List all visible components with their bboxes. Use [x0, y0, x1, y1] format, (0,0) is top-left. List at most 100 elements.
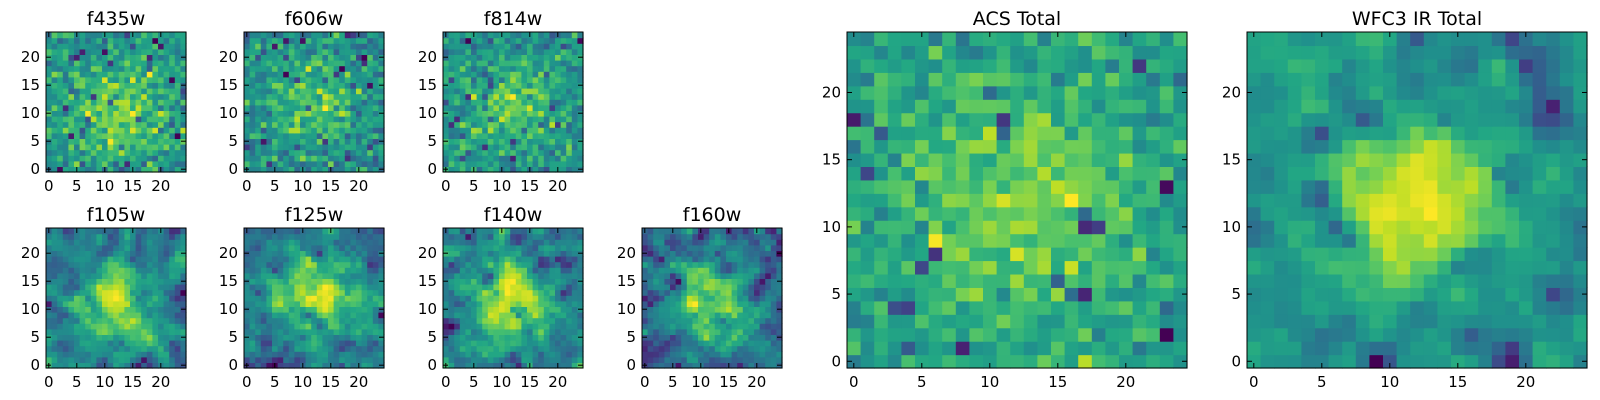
heatmap-cell — [305, 93, 312, 100]
heatmap-cell — [339, 272, 346, 279]
heatmap-cell — [344, 278, 351, 285]
heatmap-cell — [361, 99, 368, 106]
heatmap-cell — [367, 295, 374, 302]
heatmap-cell — [107, 121, 114, 128]
heatmap-cell — [107, 228, 114, 235]
heatmap-cell — [527, 121, 534, 128]
heatmap-cell — [74, 60, 81, 67]
heatmap-cell — [174, 37, 181, 44]
heatmap-cell — [305, 323, 312, 330]
heatmap-cell — [670, 289, 677, 296]
heatmap-cell — [107, 244, 114, 251]
heatmap-cell — [1119, 233, 1134, 248]
heatmap-cell — [1146, 260, 1161, 275]
heatmap-cell — [532, 345, 539, 352]
heatmap-cell — [670, 300, 677, 307]
heatmap-cell — [328, 88, 335, 95]
heatmap-cell — [765, 362, 772, 369]
heatmap-cell — [339, 60, 346, 67]
heatmap-cell — [714, 306, 721, 313]
heatmap-cell — [74, 54, 81, 61]
heatmap-cell — [748, 289, 755, 296]
heatmap-cell — [765, 351, 772, 358]
heatmap-cell — [146, 48, 153, 55]
heatmap-cell — [454, 132, 461, 139]
heatmap-cell — [339, 132, 346, 139]
heatmap-cell — [102, 278, 109, 285]
heatmap-cell — [555, 121, 562, 128]
heatmap-cell — [532, 334, 539, 341]
heatmap-cell — [68, 160, 75, 167]
heatmap-cell — [560, 278, 567, 285]
heatmap-cell — [163, 284, 170, 291]
heatmap-cell — [146, 239, 153, 246]
heatmap-cell — [754, 284, 761, 291]
heatmap-cell — [68, 127, 75, 134]
heatmap-cell — [555, 289, 562, 296]
heatmap-cell — [107, 71, 114, 78]
heatmap-cell — [283, 289, 290, 296]
heatmap-cell — [74, 121, 81, 128]
heatmap-cell — [378, 48, 385, 55]
heatmap-cell — [90, 88, 97, 95]
heatmap-cell — [759, 233, 766, 240]
heatmap-cell — [521, 233, 528, 240]
heatmap-cell — [255, 228, 262, 235]
heatmap-cell — [653, 306, 660, 313]
heatmap-cell — [339, 362, 346, 369]
heatmap-cell — [62, 116, 69, 123]
heatmap-cell — [51, 228, 58, 235]
heatmap-cell — [471, 48, 478, 55]
heatmap-cell — [901, 233, 916, 248]
heatmap-cell — [57, 244, 64, 251]
heatmap-cell — [102, 60, 109, 67]
heatmap-cell — [527, 71, 534, 78]
heatmap-cell — [515, 228, 522, 235]
heatmap-cell — [46, 267, 53, 274]
heatmap-cell — [333, 93, 340, 100]
heatmap-cell — [566, 317, 573, 324]
heatmap-cell — [493, 306, 500, 313]
heatmap-cell — [504, 328, 511, 335]
heatmap-cell — [521, 284, 528, 291]
heatmap-cell — [653, 328, 660, 335]
heatmap-cell — [51, 295, 58, 302]
heatmap-cell — [566, 121, 573, 128]
heatmap-cell — [454, 323, 461, 330]
heatmap-cell — [504, 256, 511, 263]
heatmap-cell — [361, 312, 368, 319]
heatmap-cell — [146, 127, 153, 134]
heatmap-cell — [90, 345, 97, 352]
heatmap-cell — [244, 351, 251, 358]
heatmap-cell — [742, 250, 749, 257]
heatmap-cell — [57, 278, 64, 285]
heatmap-cell — [476, 93, 483, 100]
heatmap-cell — [493, 149, 500, 156]
heatmap-cell — [124, 250, 131, 257]
heatmap-cell — [90, 244, 97, 251]
heatmap-cell — [543, 127, 550, 134]
heatmap-cell — [928, 260, 943, 275]
heatmap-cell — [283, 37, 290, 44]
heatmap-cell — [163, 300, 170, 307]
x-tick-label: 0 — [242, 373, 252, 391]
heatmap-cell — [476, 138, 483, 145]
heatmap-cell — [102, 295, 109, 302]
heatmap-cell — [504, 166, 511, 173]
heatmap-cell — [549, 239, 556, 246]
heatmap-cell — [670, 272, 677, 279]
heatmap-cell — [272, 43, 279, 50]
heatmap-cell — [96, 37, 103, 44]
heatmap-cell — [113, 250, 120, 257]
heatmap-cell — [152, 250, 159, 257]
heatmap-cell — [356, 43, 363, 50]
heatmap-cell — [249, 65, 256, 72]
heatmap-cell — [459, 43, 466, 50]
heatmap-cell — [692, 345, 699, 352]
heatmap-cell — [163, 261, 170, 268]
heatmap-cell — [571, 88, 578, 95]
heatmap-cell — [339, 328, 346, 335]
heatmap-cell — [748, 356, 755, 363]
heatmap-cell — [1173, 300, 1188, 315]
heatmap-cell — [847, 341, 862, 356]
